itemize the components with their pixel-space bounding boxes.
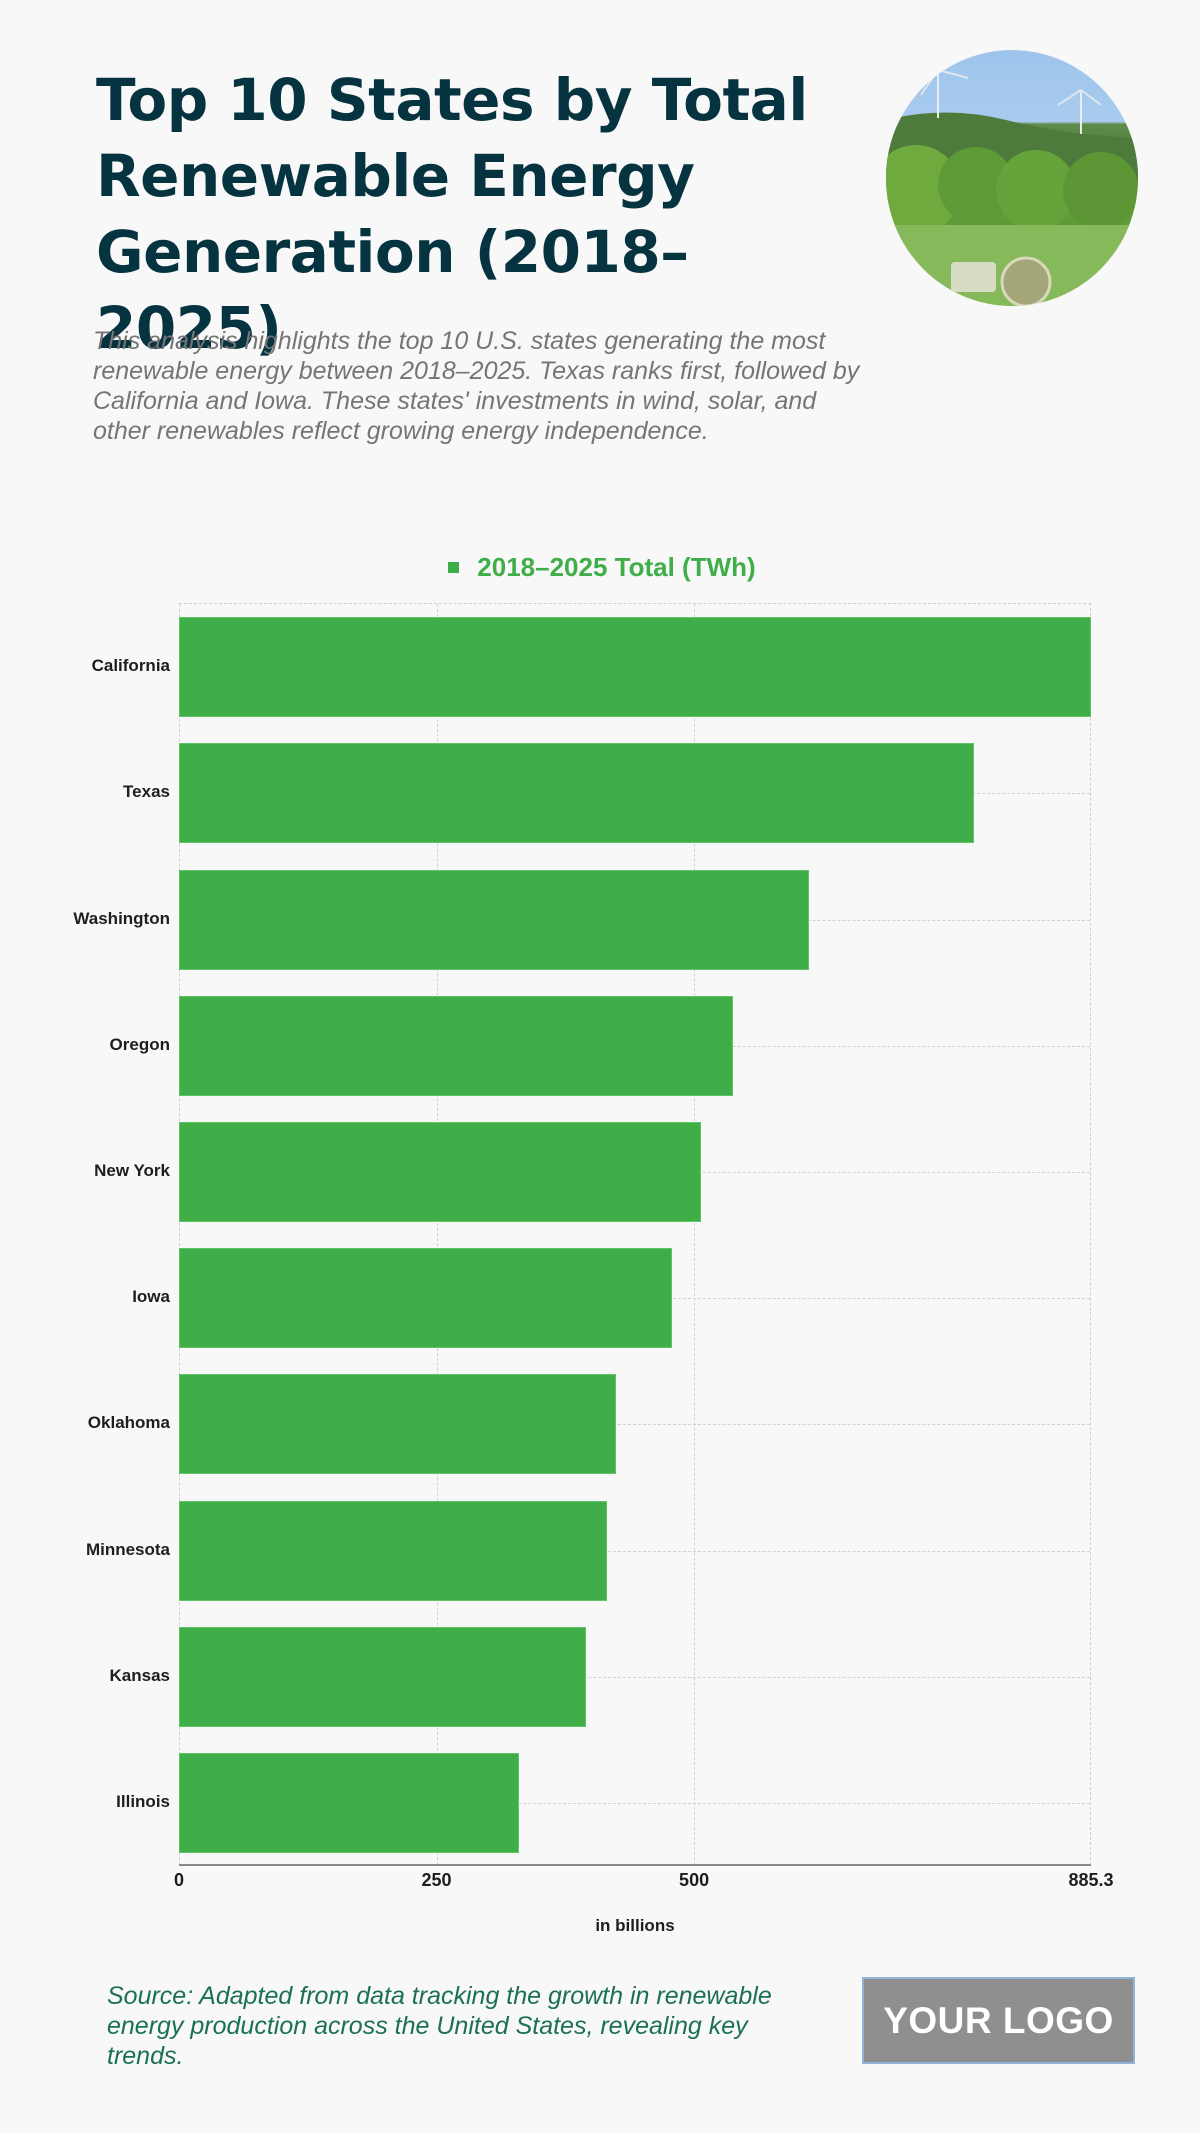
chart-legend: 2018–2025 Total (TWh) [0,552,1200,583]
horizontal-gridline [179,1676,1090,1678]
y-axis-label: California [91,656,170,676]
legend-swatch-icon [448,562,460,573]
y-axis-label: Washington [73,908,170,928]
vertical-gridline [179,604,180,1865]
y-axis-label: Kansas [109,1665,170,1685]
legend-label: 2018–2025 Total (TWh) [477,552,756,582]
bar-california[interactable] [179,617,1091,718]
x-axis-tick-label: 500 [679,1870,710,1890]
y-axis-label: Iowa [132,1287,170,1307]
horizontal-gridline [179,1424,1090,1426]
horizontal-gridline [179,1550,1090,1552]
vertical-gridline [436,604,438,1865]
y-axis-label: New York [94,1160,170,1180]
vertical-gridline [694,604,696,1865]
y-axis-label: Minnesota [85,1539,170,1559]
bar-washington[interactable] [179,869,810,970]
bar-minnesota[interactable] [179,1500,607,1601]
y-axis-label: Illinois [116,1791,170,1811]
page-title: Top 10 States by Total Renewable Energy … [96,66,808,362]
bar-kansas[interactable] [179,1626,586,1727]
wind-turbine-landscape-icon [886,69,1138,306]
y-axis-label: Oklahoma [87,1413,170,1433]
y-axis-label: Oregon [109,1034,170,1054]
bar-oklahoma[interactable] [179,1374,616,1475]
bar-new-york[interactable] [179,1121,702,1222]
header-photo [886,50,1138,306]
x-axis-tick-label: 885.3 [1068,1870,1114,1890]
bar-illinois[interactable] [179,1752,519,1853]
y-axis-label: Texas [123,782,170,802]
bar-oregon[interactable] [179,995,734,1096]
description: This analysis highlights the top 10 U.S.… [93,327,860,445]
x-axis-tick-label: 250 [421,1870,452,1890]
bar-iowa[interactable] [179,1248,673,1349]
source-note: Source: Adapted from data tracking the g… [107,1982,772,2070]
chart-plot-area [179,603,1091,1865]
x-axis-tick-label: 0 [173,1870,185,1890]
x-axis-line [179,1864,1091,1866]
x-axis-title: in billions [595,1916,675,1935]
logo-placeholder: YOUR LOGO [862,1977,1135,2064]
bar-texas[interactable] [179,743,975,844]
horizontal-gridline [179,1802,1090,1804]
